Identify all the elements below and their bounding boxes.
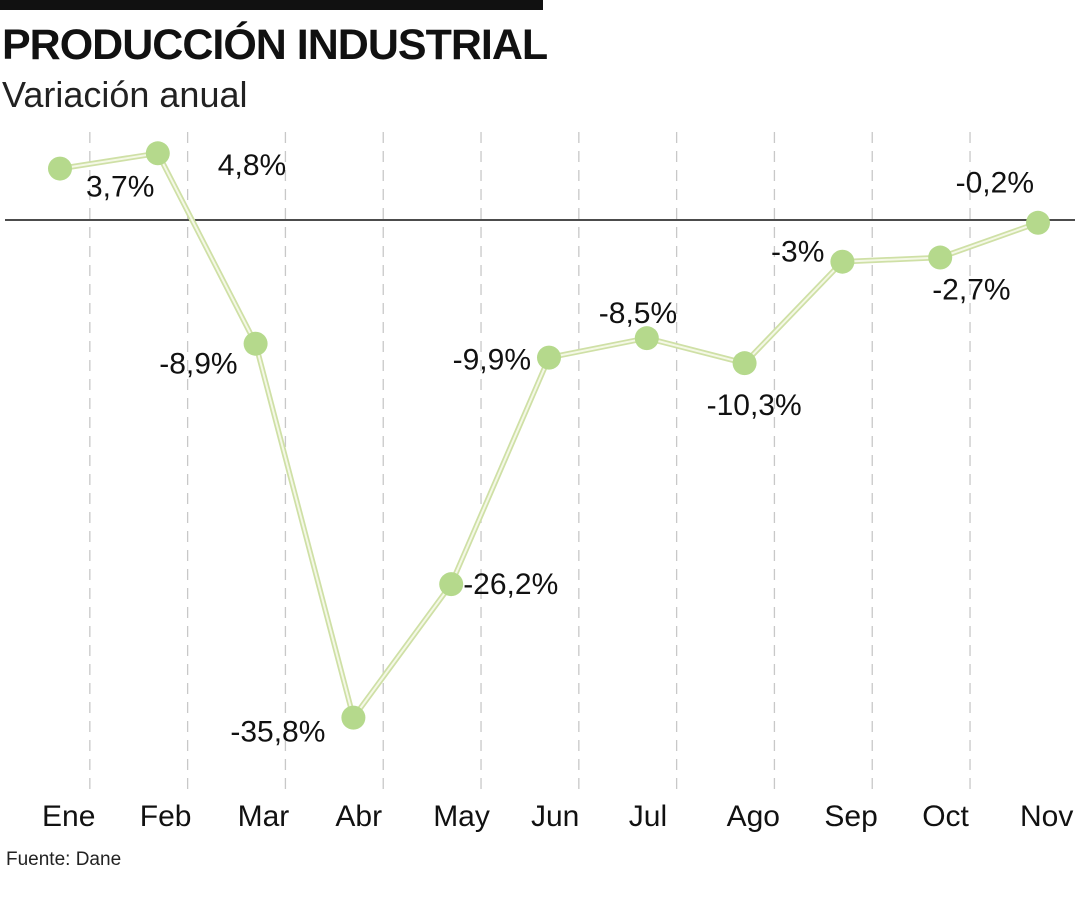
- x-tick-ago: Ago: [727, 800, 780, 833]
- x-tick-jun: Jun: [531, 800, 579, 833]
- line-chart: 3,7% 4,8% -8,9% -35,8% -26,2% -9,9% -8,5% -10,3…: [5, 132, 1075, 833]
- data-point-feb: [145, 141, 170, 166]
- data-point-ene: [48, 156, 72, 181]
- data-label-mar: -8,9%: [159, 348, 237, 381]
- x-tick-sep: Sep: [824, 800, 877, 833]
- x-tick-ene: Ene: [42, 800, 95, 833]
- data-label-jul: -8,5%: [599, 297, 677, 330]
- x-tick-mar: Mar: [238, 800, 290, 833]
- x-tick-oct: Oct: [922, 800, 969, 833]
- data-label-may: -26,2%: [463, 568, 558, 601]
- data-point-may: [439, 572, 464, 597]
- x-tick-feb: Feb: [140, 800, 192, 833]
- data-label-sep: -3%: [771, 236, 824, 269]
- source-note: Fuente: Dane: [6, 849, 122, 870]
- data-point-mar: [243, 331, 268, 356]
- data-point-ago: [732, 351, 757, 376]
- data-label-nov: -0,2%: [956, 167, 1034, 200]
- x-tick-jul: Jul: [629, 800, 667, 833]
- data-label-jun: -9,9%: [453, 344, 531, 377]
- x-tick-nov: Nov: [1020, 800, 1073, 833]
- x-tick-may: May: [433, 800, 490, 833]
- data-point-jul: [634, 326, 659, 351]
- chart-title: PRODUCCIÓN INDUSTRIAL: [2, 21, 548, 69]
- data-point-nov: [1026, 210, 1050, 235]
- data-point-oct: [928, 245, 953, 270]
- data-point-abr: [341, 705, 366, 730]
- data-label-abr: -35,8%: [230, 716, 325, 749]
- data-label-ene: 3,7%: [86, 170, 154, 203]
- grid-lines: [89, 132, 971, 795]
- series-line: [59, 152, 1039, 719]
- data-label-ago: -10,3%: [707, 389, 802, 422]
- top-rule: [0, 0, 543, 10]
- series-line-outline: [59, 150, 1039, 721]
- series-production: [48, 141, 1050, 730]
- x-axis-tick-labels: Ene Feb Mar Abr May Jun Jul Ago Sep Oct Nov: [42, 800, 1073, 833]
- data-label-oct: -2,7%: [932, 273, 1010, 306]
- data-point-jun: [537, 345, 561, 370]
- data-label-feb: 4,8%: [218, 149, 286, 182]
- data-labels: 3,7% 4,8% -8,9% -35,8% -26,2% -9,9% -8,5% -10,3…: [86, 149, 1034, 748]
- chart-subtitle: Variación anual: [2, 74, 248, 115]
- x-tick-abr: Abr: [335, 800, 382, 833]
- data-point-sep: [830, 249, 855, 274]
